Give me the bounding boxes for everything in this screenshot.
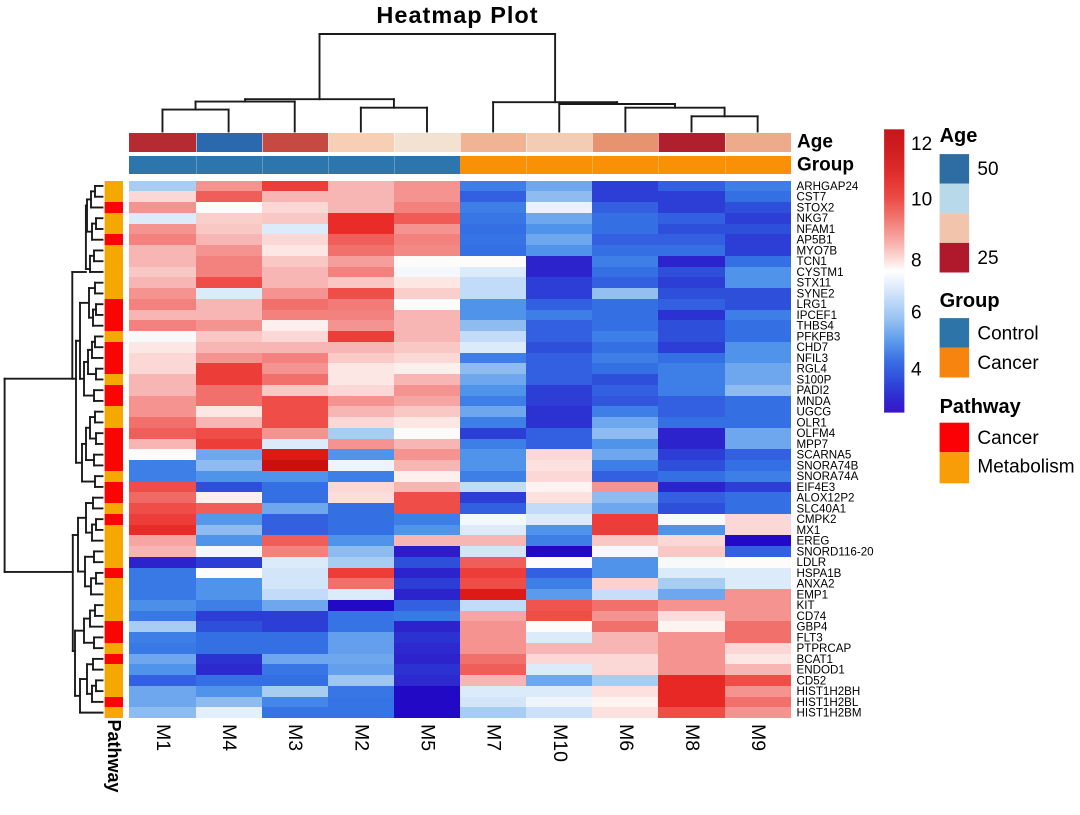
svg-text:CHD7: CHD7 (797, 341, 829, 354)
svg-text:LRG1: LRG1 (797, 298, 827, 311)
svg-text:KIT: KIT (797, 599, 815, 612)
svg-text:SNORA74A: SNORA74A (797, 470, 859, 483)
svg-text:FLT3: FLT3 (797, 631, 823, 644)
svg-text:ALOX12P2: ALOX12P2 (797, 492, 855, 505)
svg-text:Control: Control (977, 324, 1038, 345)
svg-text:PADI2: PADI2 (797, 384, 830, 397)
svg-text:M5: M5 (416, 724, 438, 751)
svg-text:PTPRCAP: PTPRCAP (797, 642, 852, 655)
svg-text:Metabolism: Metabolism (977, 456, 1074, 477)
svg-text:S100P: S100P (797, 373, 832, 386)
svg-text:STX11: STX11 (797, 277, 832, 290)
svg-text:M6: M6 (615, 724, 637, 751)
svg-text:HSPA1B: HSPA1B (797, 567, 842, 580)
svg-text:LDLR: LDLR (797, 556, 827, 569)
svg-text:CD52: CD52 (797, 674, 827, 687)
svg-text:CMPK2: CMPK2 (797, 513, 837, 526)
svg-text:THBS4: THBS4 (797, 320, 835, 333)
svg-text:SYNE2: SYNE2 (797, 287, 835, 300)
svg-text:25: 25 (977, 248, 998, 269)
svg-text:IPCEF1: IPCEF1 (797, 309, 838, 322)
svg-text:NFIL3: NFIL3 (797, 352, 829, 365)
svg-text:M4: M4 (218, 724, 240, 751)
svg-text:HIST1H2BM: HIST1H2BM (797, 707, 862, 720)
svg-text:SNORA74B: SNORA74B (797, 459, 859, 472)
svg-text:4: 4 (911, 359, 922, 380)
svg-text:HIST1H2BH: HIST1H2BH (797, 685, 861, 698)
svg-text:M9: M9 (747, 724, 769, 751)
svg-text:M8: M8 (681, 724, 703, 751)
svg-text:Pathway: Pathway (104, 720, 124, 793)
svg-text:PFKFB3: PFKFB3 (797, 330, 841, 343)
svg-text:ARHGAP24: ARHGAP24 (797, 180, 859, 193)
svg-text:M7: M7 (483, 724, 505, 751)
svg-text:Heatmap Plot: Heatmap Plot (376, 2, 538, 28)
svg-text:HIST1H2BL: HIST1H2BL (797, 696, 859, 709)
svg-text:Age: Age (797, 132, 833, 153)
svg-text:CYSTM1: CYSTM1 (797, 266, 844, 279)
svg-text:NKG7: NKG7 (797, 212, 829, 225)
svg-text:Pathway: Pathway (940, 396, 1022, 418)
svg-text:Age: Age (940, 125, 978, 147)
svg-text:12: 12 (911, 134, 932, 155)
svg-text:8: 8 (911, 251, 922, 272)
svg-text:6: 6 (911, 302, 922, 323)
svg-text:Cancer: Cancer (977, 353, 1039, 374)
svg-text:SNORD116-20: SNORD116-20 (797, 545, 874, 558)
svg-text:RGL4: RGL4 (797, 363, 828, 376)
svg-text:M2: M2 (350, 724, 372, 751)
svg-text:MNDA: MNDA (797, 395, 831, 408)
svg-text:AP5B1: AP5B1 (797, 234, 833, 247)
svg-text:OLR1: OLR1 (797, 416, 827, 429)
svg-text:EMP1: EMP1 (797, 588, 829, 601)
svg-text:STOX2: STOX2 (797, 201, 835, 214)
svg-text:MYO7B: MYO7B (797, 244, 838, 257)
svg-text:NFAM1: NFAM1 (797, 223, 836, 236)
svg-text:50: 50 (977, 159, 998, 180)
svg-text:TCN1: TCN1 (797, 255, 827, 268)
svg-text:EIF4E3: EIF4E3 (797, 481, 836, 494)
svg-text:CD74: CD74 (797, 610, 827, 623)
svg-text:GBP4: GBP4 (797, 621, 828, 634)
svg-text:ANXA2: ANXA2 (797, 578, 835, 591)
svg-text:Group: Group (797, 155, 854, 176)
svg-text:SLC40A1: SLC40A1 (797, 502, 847, 515)
svg-text:ENDOD1: ENDOD1 (797, 664, 845, 677)
svg-text:MPP7: MPP7 (797, 438, 829, 451)
svg-text:M1: M1 (152, 724, 174, 751)
svg-text:M3: M3 (284, 724, 306, 751)
svg-text:Cancer: Cancer (977, 428, 1039, 449)
svg-text:BCAT1: BCAT1 (797, 653, 834, 666)
svg-text:CST7: CST7 (797, 191, 827, 204)
svg-text:M10: M10 (549, 724, 571, 762)
svg-text:EREG: EREG (797, 535, 830, 548)
svg-text:Group: Group (940, 290, 1000, 312)
svg-text:OLFM4: OLFM4 (797, 427, 836, 440)
svg-text:10: 10 (911, 190, 932, 211)
svg-text:SCARNA5: SCARNA5 (797, 449, 852, 462)
svg-text:UGCG: UGCG (797, 406, 832, 419)
svg-text:MX1: MX1 (797, 524, 821, 537)
